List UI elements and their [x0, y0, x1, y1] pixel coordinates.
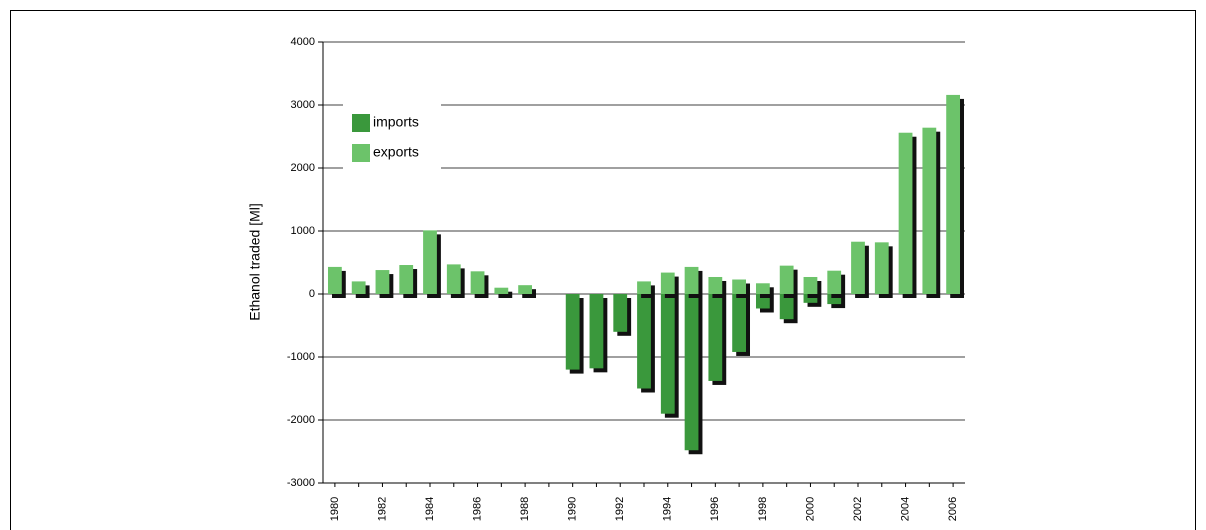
- bar: [613, 294, 628, 332]
- bar: [708, 276, 723, 294]
- y-tick-label: 0: [309, 288, 315, 300]
- bar: [660, 272, 675, 294]
- bar: [660, 294, 675, 414]
- x-tick-label: 2000: [804, 497, 816, 521]
- y-tick-label: 3000: [291, 99, 315, 111]
- bar: [423, 230, 437, 294]
- x-tick-label: 2004: [899, 497, 911, 521]
- bar: [375, 270, 390, 294]
- legend-swatch: [352, 144, 370, 162]
- bar: [684, 294, 699, 451]
- bar: [803, 276, 818, 294]
- bar: [803, 294, 818, 303]
- bar: [351, 281, 366, 294]
- x-tick-label: 1988: [519, 497, 531, 521]
- bar: [399, 265, 414, 294]
- x-tick-label: 1996: [709, 497, 721, 521]
- bar: [637, 281, 651, 294]
- y-tick-label: 4000: [291, 36, 315, 48]
- bar: [732, 294, 747, 352]
- legend-label: imports: [373, 114, 419, 130]
- bar: [874, 242, 889, 294]
- y-tick-label: -1000: [287, 351, 315, 363]
- y-tick-label: 2000: [291, 162, 315, 174]
- bar: [851, 241, 865, 294]
- bar: [470, 271, 485, 294]
- bar: [946, 94, 961, 294]
- bar: [732, 279, 747, 294]
- bar: [827, 294, 842, 305]
- bar: [708, 294, 723, 381]
- x-tick-label: 1994: [662, 497, 674, 521]
- bar: [565, 294, 580, 370]
- x-tick-label: 1992: [614, 497, 626, 521]
- bar: [755, 283, 770, 294]
- bar-shadow: [498, 291, 513, 298]
- bar: [327, 266, 342, 294]
- bar: [922, 127, 937, 295]
- x-tick-label: 2002: [852, 497, 864, 521]
- x-tick-label: 1986: [471, 497, 483, 521]
- y-axis-label: Ethanol traded [Ml]: [247, 203, 263, 321]
- bar: [779, 294, 794, 320]
- frame: [10, 10, 1196, 530]
- legend-swatch: [352, 114, 370, 132]
- bar: [684, 266, 699, 294]
- y-tick-label: -3000: [287, 477, 315, 489]
- bar: [446, 264, 461, 294]
- bar: [779, 265, 794, 294]
- bar: [637, 294, 651, 389]
- bar: [827, 270, 842, 294]
- bar: [518, 285, 533, 294]
- y-tick-label: 1000: [291, 225, 315, 237]
- x-tick-label: 1982: [376, 497, 388, 521]
- bar: [494, 287, 509, 294]
- x-tick-label: 1984: [424, 497, 436, 521]
- legend-label: exports: [373, 144, 419, 160]
- x-tick-label: 1980: [329, 497, 341, 521]
- bar: [898, 132, 913, 294]
- y-tick-label: -2000: [287, 414, 315, 426]
- x-tick-label: 1990: [567, 497, 579, 521]
- bar: [589, 294, 604, 369]
- x-tick-label: 1998: [757, 497, 769, 521]
- x-tick-label: 2006: [947, 497, 959, 521]
